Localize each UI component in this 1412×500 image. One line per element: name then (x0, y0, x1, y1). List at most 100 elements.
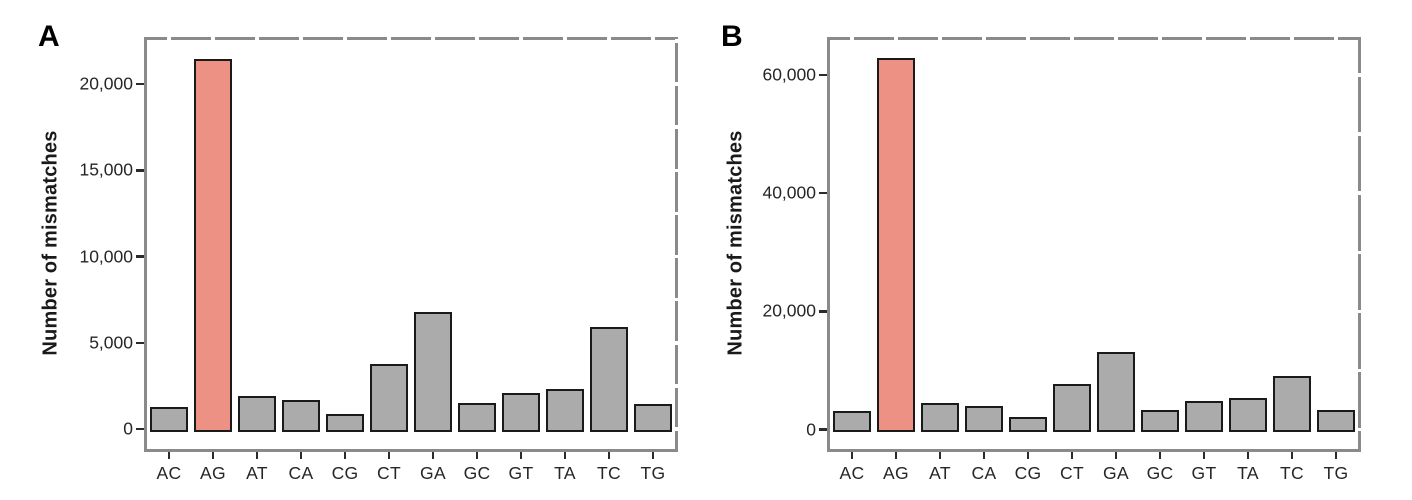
x-tick-label-AC: AC (839, 463, 865, 483)
x-tick-label-GA: GA (1103, 463, 1129, 483)
top-border-notch (850, 37, 854, 40)
panel-b: B Number of mismatches AC AG AT CA CG CT GA GC G… (706, 0, 1412, 500)
bar-b-GC (1141, 409, 1179, 433)
top-border-notch (1246, 37, 1250, 40)
x-tick (299, 452, 303, 459)
y-tick-label: 10,000 (79, 246, 133, 267)
y-tick-label: 20,000 (762, 300, 816, 321)
x-tick-label-GC: GC (1146, 463, 1174, 483)
bar-b-GA (1097, 351, 1135, 433)
bar-b-TA (1229, 398, 1267, 433)
y-tick (136, 169, 144, 172)
bar-a-AC (150, 406, 188, 432)
top-border-notch (651, 37, 655, 40)
x-tick-label-TC: TC (1280, 463, 1304, 483)
x-tick-label-CT: CT (377, 463, 401, 483)
bar-b-AG (877, 57, 915, 433)
x-tick-label-CT: CT (1060, 463, 1084, 483)
top-border-notch (167, 37, 171, 40)
right-border-notch (1358, 73, 1361, 77)
bar-b-TC (1273, 375, 1311, 433)
bar-a-TG (634, 404, 672, 432)
y-tick-label: 60,000 (762, 64, 816, 85)
x-tick (211, 452, 215, 459)
y-axis-title-b: Number of mismatches (724, 130, 747, 356)
x-tick (1290, 452, 1294, 459)
x-tick-label-GT: GT (508, 463, 534, 483)
y-tick-label: 0 (123, 418, 133, 439)
x-tick (1334, 452, 1338, 459)
top-border-notch (255, 37, 259, 40)
x-tick (1114, 452, 1118, 459)
x-tick (255, 452, 259, 459)
bar-b-CT (1053, 383, 1091, 433)
x-tick-label-TC: TC (597, 463, 621, 483)
right-border-notch (675, 211, 678, 216)
x-tick-label-AT: AT (929, 463, 951, 483)
y-tick-label: 0 (806, 419, 816, 440)
top-border-notch (1334, 37, 1338, 40)
right-border-notch (1358, 368, 1361, 373)
x-tick-label-AG: AG (883, 463, 909, 483)
panel-a-letter: A (38, 20, 60, 53)
y-tick (819, 191, 827, 195)
x-tick-label-AG: AG (200, 463, 226, 483)
right-border-notch (675, 297, 678, 302)
panel-b-letter: B (721, 20, 743, 53)
x-tick (343, 452, 347, 459)
bar-a-GC (458, 403, 496, 432)
bar-a-TA (546, 388, 584, 432)
x-tick-label-GC: GC (463, 463, 491, 483)
y-tick-label: 40,000 (762, 182, 816, 203)
top-border-notch (1290, 37, 1294, 40)
x-tick (651, 452, 655, 459)
x-tick (1070, 452, 1074, 459)
y-tick (136, 255, 144, 258)
bar-b-TG (1317, 410, 1355, 433)
x-tick-label-AC: AC (156, 463, 182, 483)
right-border-notch (675, 168, 678, 173)
bar-b-AC (833, 411, 871, 433)
bar-a-TC (590, 327, 628, 432)
y-tick-label: 5,000 (89, 332, 133, 353)
x-tick (1202, 452, 1206, 459)
bar-b-CG (1009, 416, 1047, 433)
bar-a-CG (326, 413, 364, 432)
right-border-notch (675, 427, 678, 431)
x-tick-label-CG: CG (1014, 463, 1042, 483)
x-tick-label-TG: TG (640, 463, 666, 483)
top-border-notch (387, 37, 391, 40)
x-tick (563, 452, 567, 459)
top-border-notch (1114, 37, 1118, 40)
x-tick-label-AT: AT (246, 463, 268, 483)
x-tick (431, 452, 435, 459)
bar-b-GT (1185, 401, 1223, 433)
y-tick (819, 73, 827, 77)
x-tick-label-CA: CA (971, 463, 997, 483)
top-border-notch (607, 37, 611, 40)
top-border-notch (299, 37, 303, 40)
right-border-notch (675, 125, 678, 129)
x-tick (387, 452, 391, 459)
x-tick-label-TA: TA (554, 463, 576, 483)
right-border-notch (1358, 309, 1361, 314)
bar-a-AT (238, 395, 276, 432)
x-tick (607, 452, 611, 459)
top-border-notch (343, 37, 347, 40)
y-tick (136, 427, 144, 431)
top-border-notch (1070, 37, 1074, 40)
top-border-notch (1026, 37, 1030, 40)
y-axis-title-a: Number of mismatches (39, 130, 62, 356)
right-border-notch (1358, 132, 1361, 136)
top-border-notch (563, 37, 567, 40)
x-tick (938, 452, 942, 459)
right-border-notch (675, 82, 678, 86)
top-border-notch (982, 37, 986, 40)
top-border-notch (938, 37, 942, 40)
x-tick-label-GT: GT (1191, 463, 1217, 483)
x-tick (850, 452, 854, 459)
x-tick (167, 452, 171, 459)
top-border-notch (519, 37, 523, 40)
top-border-notch (1202, 37, 1206, 40)
